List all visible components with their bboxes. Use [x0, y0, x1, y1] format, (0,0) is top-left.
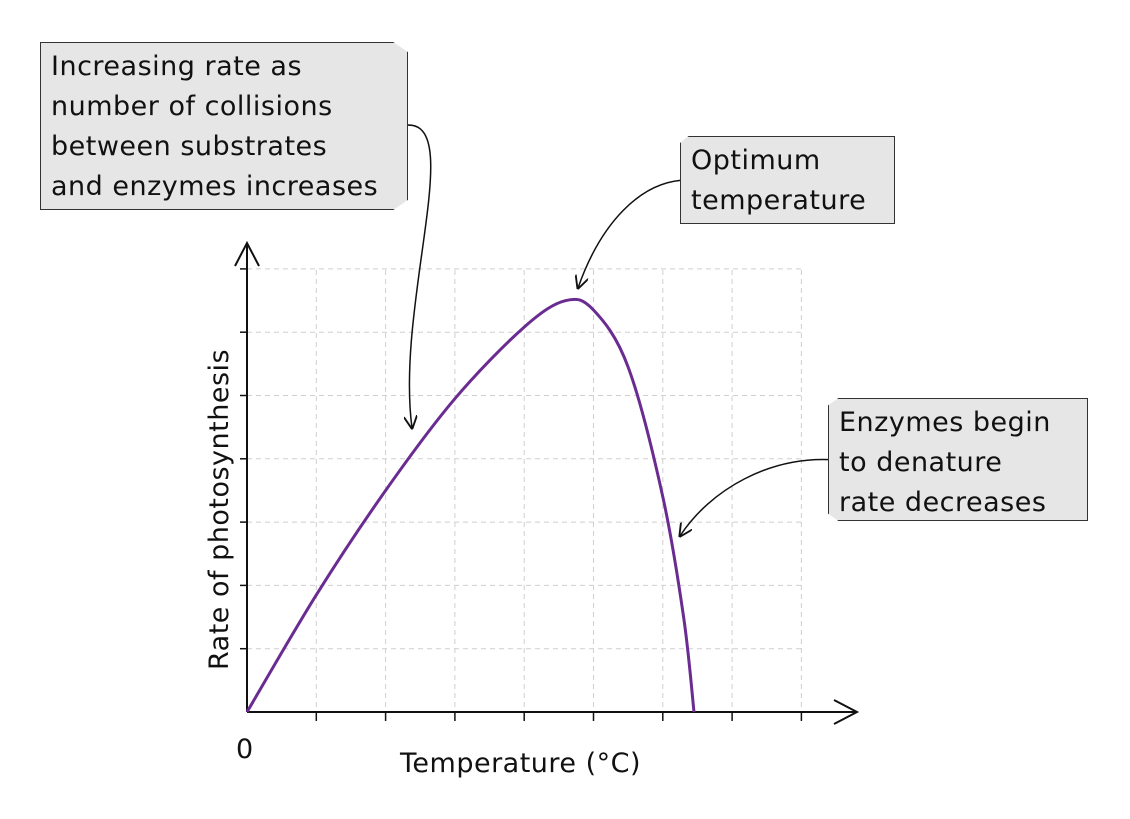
callout-increasing-rate: Increasing rate as number of collisions … — [40, 42, 408, 210]
callout-line: Optimum — [691, 145, 821, 176]
callout-left-arrow — [400, 124, 432, 428]
grid — [240, 268, 802, 712]
rate-curve — [245, 297, 696, 713]
callout-line: rate decreases — [839, 487, 1047, 518]
callout-line: between substrates — [51, 131, 328, 162]
callout-line: and enzymes increases — [51, 171, 379, 202]
callout-line: Increasing rate as — [51, 51, 303, 82]
callout-line: Enzymes begin — [839, 407, 1051, 438]
callout-denature: Enzymes begin to denature rate decreases — [828, 398, 1088, 521]
callout-top-arrow — [578, 179, 689, 288]
callout-line: number of collisions — [51, 91, 333, 122]
origin-label: 0 — [236, 734, 254, 765]
axes — [234, 240, 860, 725]
x-ticks — [315, 712, 803, 721]
x-axis-label: Temperature (°C) — [399, 748, 641, 779]
y-axis-arrowhead — [234, 240, 260, 267]
callout-optimum-temperature: Optimum temperature — [680, 136, 895, 224]
callout-line: to denature — [839, 447, 1003, 478]
callout-line: temperature — [691, 185, 867, 216]
callout-right-arrow — [680, 458, 837, 536]
y-axis-label: Rate of photosynthesis — [204, 349, 235, 670]
x-axis-arrowhead — [833, 699, 860, 725]
